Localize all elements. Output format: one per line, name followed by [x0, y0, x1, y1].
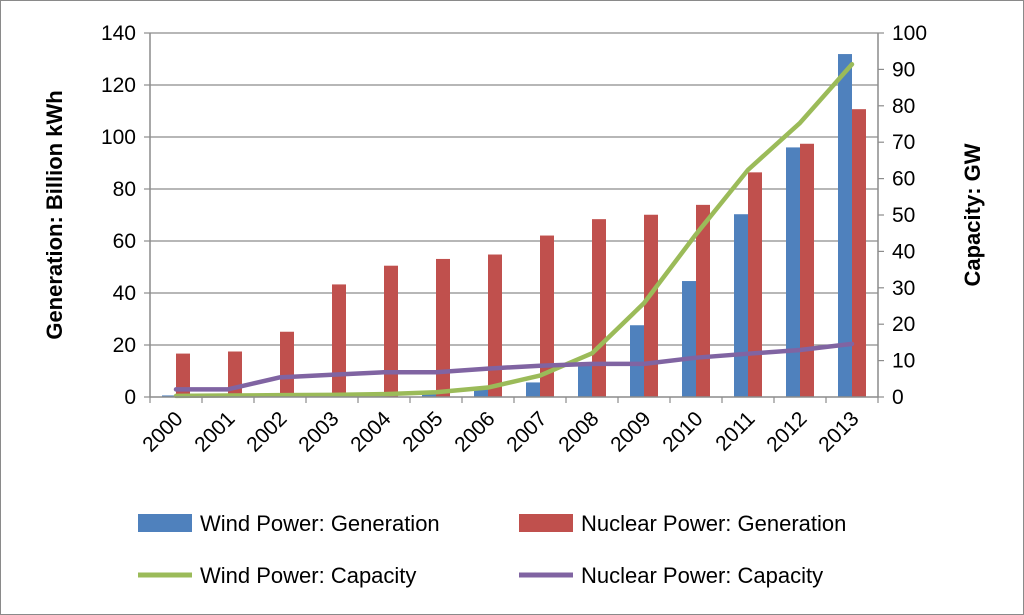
right-tick-label: 20: [892, 313, 915, 336]
left-axis-title: Generation: Billion kWh: [42, 90, 67, 339]
right-tick-label: 80: [892, 95, 915, 118]
left-tick-label: 140: [101, 22, 136, 45]
right-tick-label: 70: [892, 131, 915, 154]
left-tick-label: 100: [101, 126, 136, 149]
left-tick-label: 120: [101, 74, 136, 97]
wind-generation-bar-2000: [162, 395, 176, 397]
legend-label-nuclear-generation: Nuclear Power: Generation: [581, 511, 846, 536]
gridlines: [150, 32, 878, 346]
nuclear-generation-bar-2002: [280, 331, 294, 397]
left-tick-label: 0: [124, 386, 136, 409]
left-tick-label: 60: [113, 230, 136, 253]
right-tick-label: 100: [892, 22, 927, 45]
x-tick-label: 2012: [762, 407, 811, 456]
wind-generation-bar-2008: [578, 362, 592, 397]
x-tick-label: 2008: [554, 407, 603, 456]
wind-generation-bar-2011: [734, 214, 748, 397]
legend-item-nuclear-capacity: Nuclear Power: Capacity: [519, 563, 823, 588]
wind-generation-bar-2012: [786, 147, 800, 397]
legend-item-nuclear-generation: Nuclear Power: Generation: [519, 511, 846, 536]
x-tick-label: 2009: [606, 407, 655, 456]
legend-item-wind-capacity: Wind Power: Capacity: [138, 563, 416, 588]
left-tick-label: 20: [113, 334, 136, 357]
legend-label-wind-generation: Wind Power: Generation: [200, 511, 440, 536]
nuclear-capacity-line: [173, 341, 855, 392]
x-tick-label: 2004: [346, 407, 396, 457]
legend-item-wind-generation: Wind Power: Generation: [138, 511, 440, 536]
x-tick-label: 2013: [814, 407, 863, 456]
nuclear-generation-bar-2005: [436, 258, 450, 397]
x-tick-label: 2003: [294, 407, 343, 456]
right-tick-label: 90: [892, 58, 915, 81]
x-tick-label: 2001: [190, 407, 239, 456]
x-tick-label: 2006: [450, 407, 499, 456]
left-tick-label: 80: [113, 178, 136, 201]
axes: [144, 32, 884, 403]
wind-generation-bar-2007: [526, 382, 540, 397]
wind-generation-bar-2006: [474, 387, 488, 397]
x-tick-label: 2010: [658, 407, 707, 456]
right-tick-label: 60: [892, 168, 915, 191]
nuclear-generation-bar-2007: [540, 235, 554, 397]
legend-swatch-wind-generation: [138, 514, 192, 532]
right-tick-label: 50: [892, 204, 915, 227]
nuclear-generation-bar-2000: [176, 353, 190, 397]
left-tick-label: 40: [113, 282, 136, 305]
legend-label-nuclear-capacity: Nuclear Power: Capacity: [581, 563, 823, 588]
nuclear-generation-bar-2008: [592, 219, 606, 397]
right-tick-label: 40: [892, 240, 915, 263]
x-axis-ticks: 2000 2001 2002 2003 2004 2005 2006 2007 2008 2009…: [138, 407, 863, 457]
nuclear-generation-bar-2013: [852, 109, 866, 398]
x-tick-label: 2005: [398, 407, 447, 456]
right-tick-label: 30: [892, 277, 915, 300]
x-tick-label: 2011: [711, 407, 759, 455]
right-tick-label: 10: [892, 350, 915, 373]
legend: Wind Power: Generation Nuclear Power: Ge…: [138, 511, 846, 588]
wind-generation-bar-2010: [682, 281, 696, 397]
nuclear-generation-bar-2006: [488, 254, 502, 397]
nuclear-generation-bar-2004: [384, 265, 398, 397]
wind-generation-bar-2009: [630, 325, 644, 397]
right-axis-title: Capacity: GW: [960, 143, 985, 286]
nuclear-generation-bar-2003: [332, 284, 346, 397]
legend-swatch-nuclear-generation: [519, 514, 573, 532]
nuclear-generation-bar-2010: [696, 204, 710, 397]
right-tick-label: 0: [892, 386, 904, 409]
x-tick-label: 2002: [242, 407, 291, 456]
legend-label-wind-capacity: Wind Power: Capacity: [200, 563, 416, 588]
wind-capacity-line: [173, 62, 855, 399]
line-series: [173, 62, 855, 399]
right-axis-ticks: 0 10 20 30 40 50 60 70 80 90 100: [892, 22, 927, 409]
wind-generation-bar-2013: [838, 54, 852, 398]
x-tick-label: 2000: [138, 407, 187, 456]
left-axis-ticks: 0 20 40 60 80 100 120 140: [101, 22, 136, 409]
nuclear-generation-bar-2011: [748, 172, 762, 397]
nuclear-generation-bar-2012: [800, 143, 814, 397]
x-tick-label: 2007: [502, 407, 551, 456]
nuclear-generation-bar-2009: [644, 214, 658, 397]
